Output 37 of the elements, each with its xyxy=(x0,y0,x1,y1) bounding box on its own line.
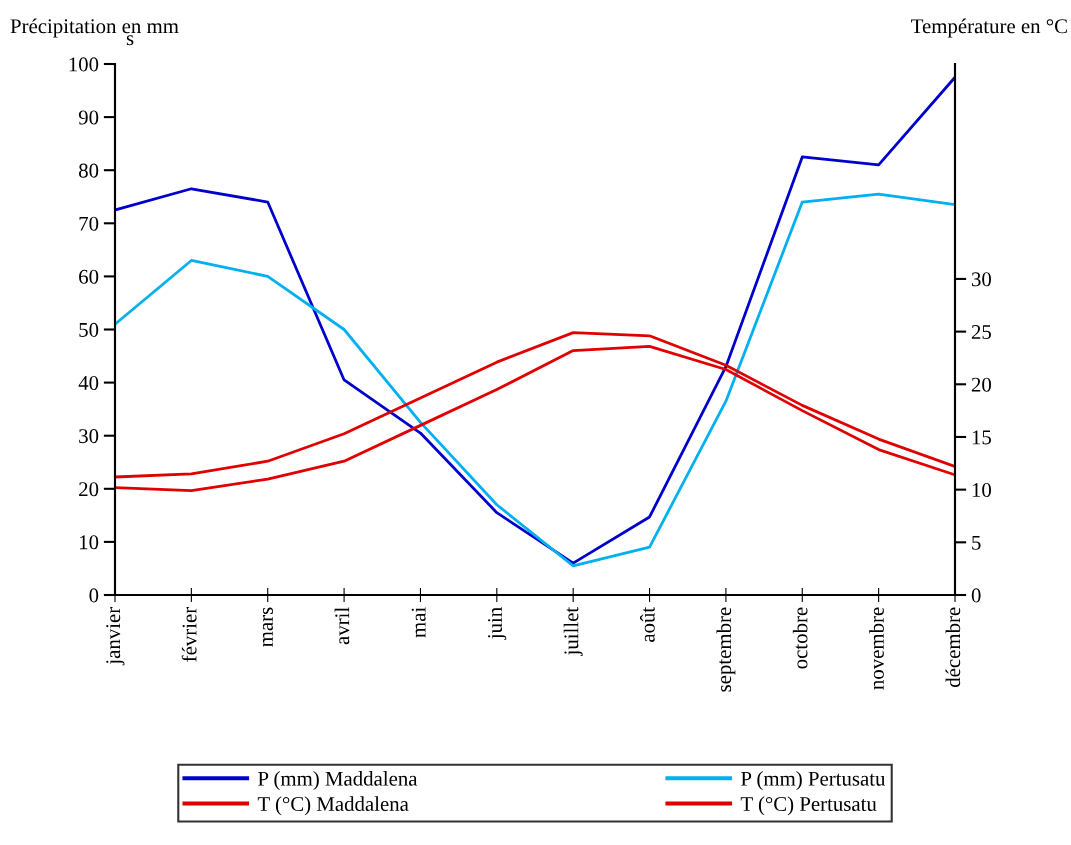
x-tick-label: octobre xyxy=(792,607,808,669)
x-tick-label: juillet xyxy=(563,606,583,657)
y-tick-label: 20 xyxy=(79,482,99,497)
y-tick-label: 100 xyxy=(69,57,99,72)
x-tick-label: mars xyxy=(262,607,273,647)
y2-tick-label: 15 xyxy=(972,430,991,445)
y2-tick-label: 25 xyxy=(971,325,991,340)
x-tick-label: décembre xyxy=(945,607,961,688)
y2-axis-title: Température en °C xyxy=(911,18,1067,38)
y-tick-label: 40 xyxy=(78,375,99,391)
y-tick-label: 90 xyxy=(78,110,99,125)
line-series xyxy=(115,75,955,565)
y2-tick-label: 5 xyxy=(972,535,981,550)
y-tick-label: 30 xyxy=(79,429,99,444)
x-tick-label: juin xyxy=(488,607,507,640)
legend-label: P (mm) Maddalena xyxy=(258,771,418,790)
legend-label: P (mm) Pertusatu xyxy=(741,771,886,790)
x-tick-label: mai xyxy=(411,607,426,638)
y-tick-label: 60 xyxy=(79,269,99,284)
y2-tick-label: 30 xyxy=(971,272,992,287)
x-tick-label: janvier xyxy=(106,606,125,666)
x-tick-label: novembre xyxy=(869,607,884,690)
y-tick-label: 10 xyxy=(80,535,99,550)
y-tick-label: 0 xyxy=(89,588,99,603)
x-tick-label: septembre xyxy=(716,607,736,692)
line-series xyxy=(115,192,955,568)
legend-label: T (°C) Pertusatu xyxy=(740,796,877,816)
y-tick-label: 50 xyxy=(79,322,99,337)
x-tick-label: février xyxy=(181,606,197,662)
legend-label: T (°C) Maddalena xyxy=(257,796,409,816)
x-tick-label: août xyxy=(640,606,655,642)
y-tick-label: 80 xyxy=(78,163,99,178)
y2-tick-label: 20 xyxy=(971,377,992,392)
y-tick-label: 70 xyxy=(79,216,99,231)
y2-tick-label: 10 xyxy=(972,483,992,498)
y2-tick-label: 0 xyxy=(971,588,981,603)
x-tick-label: avril xyxy=(334,607,350,645)
